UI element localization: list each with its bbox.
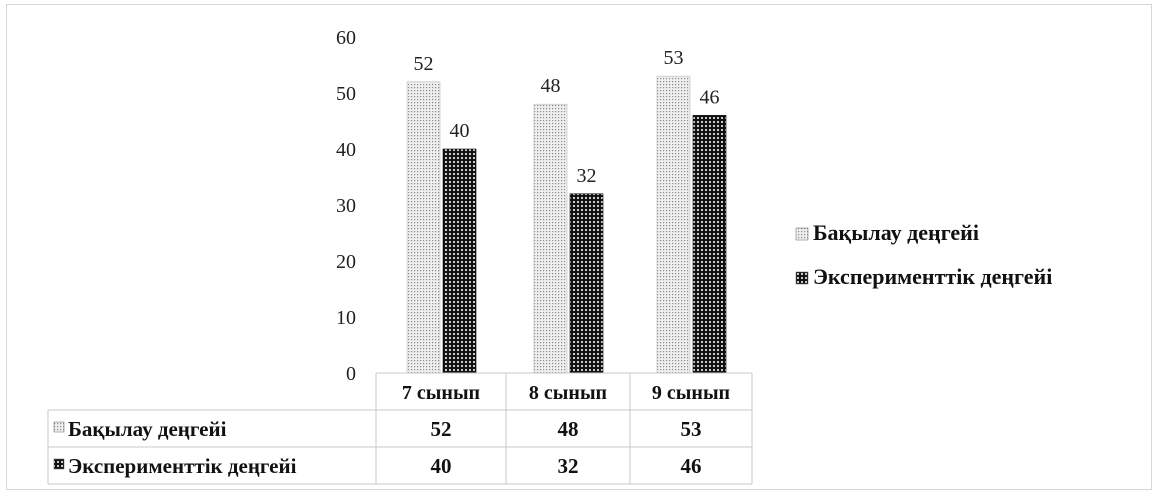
table-value: 32 (558, 454, 579, 478)
table-value: 52 (431, 417, 452, 441)
category-label: 7 сынып (402, 382, 480, 404)
data-table: 7 сынып 8 сынып 9 сынып Бақылау деңгейі 52 48… (47, 372, 753, 485)
category-label: 8 сынып (529, 382, 607, 404)
bar (442, 148, 477, 374)
y-tick-label: 40 (336, 139, 356, 161)
bar (692, 115, 727, 374)
bar (569, 193, 604, 374)
legend-label: Эксперименттік деңгейі (813, 264, 1052, 289)
y-axis: 0 10 20 30 40 50 60 (336, 27, 356, 385)
legend-key (795, 271, 809, 285)
table-row-label: Эксперименттік деңгейі (68, 454, 297, 478)
data-label: 32 (577, 165, 597, 187)
legend: Бақылау деңгейі Эксперименттік деңгейі (795, 220, 1052, 289)
data-label: 52 (414, 53, 434, 75)
category-label: 9 сынып (652, 382, 730, 404)
legend-label: Бақылау деңгейі (813, 220, 979, 245)
y-tick-label: 20 (336, 251, 356, 273)
y-tick-label: 0 (346, 363, 356, 385)
y-tick-label: 60 (336, 27, 356, 49)
table-value: 46 (681, 454, 702, 478)
table-value: 40 (431, 454, 452, 478)
data-label: 46 (700, 86, 720, 108)
data-label: 48 (541, 75, 561, 97)
table-value: 53 (681, 417, 702, 441)
y-tick-label: 30 (336, 195, 356, 217)
data-label: 40 (450, 120, 470, 142)
table-value: 48 (558, 417, 579, 441)
chart-frame (6, 4, 1152, 490)
legend-key (795, 227, 809, 241)
y-tick-label: 10 (336, 307, 356, 329)
bar (533, 103, 568, 374)
data-label: 53 (664, 47, 684, 69)
bars: 52 40 48 32 53 46 (406, 47, 727, 374)
table-legend-key (53, 458, 65, 470)
bar (656, 75, 691, 374)
table-row-label: Бақылау деңгейі (68, 417, 227, 441)
y-tick-label: 50 (336, 83, 356, 105)
bar (406, 81, 441, 374)
table-legend-key (53, 421, 65, 433)
